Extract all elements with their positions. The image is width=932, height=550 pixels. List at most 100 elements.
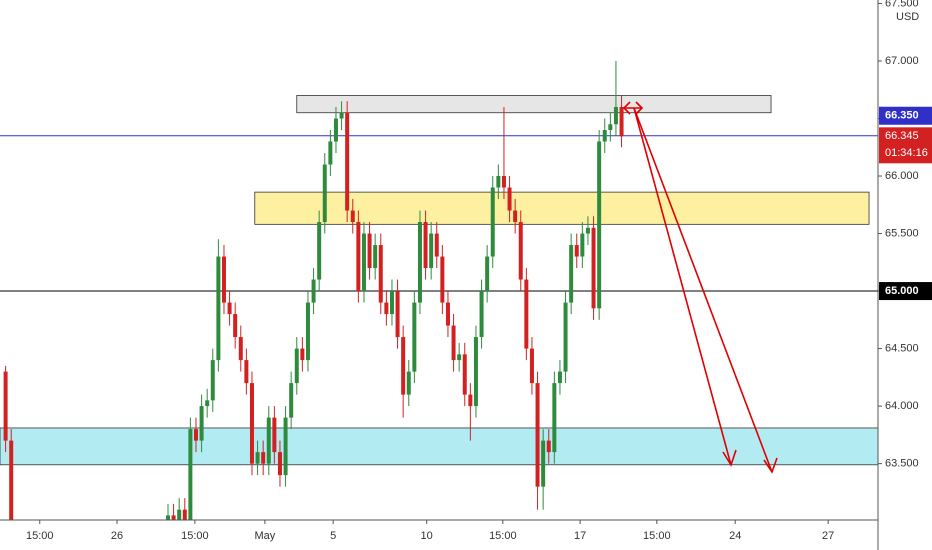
candle-body	[496, 176, 501, 188]
candle-body	[384, 302, 389, 315]
level-label-box	[879, 282, 932, 301]
candle-body	[244, 360, 249, 384]
candle-body	[412, 302, 417, 372]
level-label: 66.350	[885, 110, 919, 122]
candle-body	[249, 383, 254, 464]
candle-body	[429, 233, 434, 269]
candle-body	[328, 141, 333, 165]
y-tick-label: 64.000	[885, 400, 919, 412]
candle-body	[294, 348, 299, 384]
candle-body	[597, 141, 602, 309]
candle-body	[277, 452, 282, 476]
candle-body	[261, 452, 266, 464]
candle-body	[529, 348, 534, 384]
candle-body	[462, 354, 467, 395]
candle-body	[440, 256, 445, 303]
candle-body	[210, 360, 215, 401]
candle-body	[389, 291, 394, 315]
y-tick-label: 64.500	[885, 342, 919, 354]
candle-body	[283, 417, 288, 476]
candle-body	[333, 118, 338, 142]
candle-body	[552, 383, 557, 453]
candle-body	[9, 440, 14, 520]
candle-body	[406, 371, 411, 395]
candle-body	[423, 222, 428, 269]
candle-body	[339, 112, 344, 119]
candle-body	[445, 302, 450, 326]
candle-body	[569, 245, 574, 303]
candle-body	[171, 515, 176, 520]
x-tick-label: 15:00	[26, 530, 54, 542]
candle-body	[165, 515, 170, 520]
x-tick-label: 15:00	[181, 530, 209, 542]
candle-body	[507, 187, 512, 211]
candle-body	[3, 371, 8, 441]
candle-body	[541, 440, 546, 487]
candle-body	[585, 227, 590, 234]
candle-body	[417, 222, 422, 303]
candle-body	[272, 417, 277, 453]
candle-body	[479, 291, 484, 338]
candle-body	[199, 406, 204, 441]
candle-body	[227, 302, 232, 315]
arrows	[622, 101, 778, 474]
candle-body	[574, 245, 579, 257]
candle-body	[356, 222, 361, 292]
candle-body	[518, 222, 523, 280]
x-tick-label: 15:00	[489, 530, 517, 542]
level-label-box	[879, 106, 932, 125]
x-tick-label: 17	[574, 530, 586, 542]
candle-body	[451, 325, 456, 361]
x-tick-label: 26	[111, 530, 123, 542]
candle-body	[619, 106, 624, 137]
candle-body	[602, 130, 607, 142]
candle-body	[367, 233, 372, 269]
zone	[296, 95, 772, 114]
y-tick-label: 67.000	[885, 55, 919, 67]
countdown-label: 01:34:16	[885, 147, 928, 159]
y-tick-label: 63.500	[885, 458, 919, 470]
candle-body	[608, 124, 613, 130]
candle-body	[501, 176, 506, 188]
candle-body	[546, 440, 551, 453]
candle-body	[580, 233, 585, 257]
candle-body	[490, 187, 495, 257]
candle-body	[473, 337, 478, 407]
x-tick-label: May	[254, 530, 275, 542]
x-tick-label: 27	[822, 530, 834, 542]
candle-body	[591, 227, 596, 309]
candle-body	[289, 383, 294, 418]
y-tick-label: 67.500	[885, 0, 919, 9]
candle-body	[613, 106, 618, 125]
zones	[0, 95, 878, 466]
candle-body	[457, 354, 462, 361]
candle-body	[177, 509, 182, 520]
y-tick-label: 65.500	[885, 227, 919, 239]
last-price-label: 66.345	[885, 130, 919, 142]
candle-body	[205, 400, 210, 407]
candle-body	[238, 337, 243, 361]
x-tick-label: 10	[421, 530, 433, 542]
currency: USD	[896, 11, 919, 23]
candle-body	[182, 509, 187, 520]
candle-body	[345, 112, 350, 211]
candles	[3, 60, 624, 520]
candle-body	[305, 302, 310, 361]
level-label: 65.000	[885, 285, 919, 297]
y-tick-label: 66.000	[885, 170, 919, 182]
candle-body	[378, 245, 383, 303]
candle-body	[317, 222, 322, 280]
candle-body	[373, 245, 378, 269]
candle-body	[485, 256, 490, 292]
candle-body	[434, 233, 439, 257]
candle-body	[535, 383, 540, 487]
candle-body	[216, 256, 221, 361]
zone	[254, 191, 870, 225]
x-tick-label: 15:00	[643, 530, 671, 542]
candle-body	[468, 394, 473, 407]
candle-body	[188, 429, 193, 520]
axis: 63.50064.00064.50065.00065.50066.00066.5…	[26, 0, 932, 542]
candle-body	[395, 291, 400, 338]
candle-body	[361, 233, 366, 292]
